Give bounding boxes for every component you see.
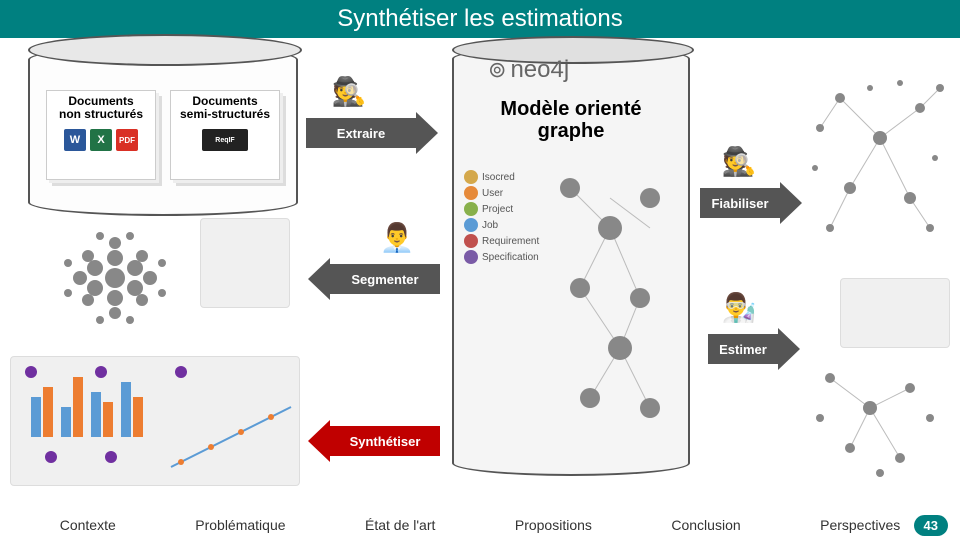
graph-viz	[540, 168, 680, 438]
diagram-canvas: Documents non structurés W X PDF Documen…	[0, 38, 960, 508]
extract-label: Extraire	[337, 126, 385, 141]
footer-nav: Contexte Problématique État de l'art Pro…	[0, 510, 960, 540]
legend-item: User	[464, 186, 539, 200]
excel-icon: X	[90, 129, 112, 151]
detective-avatar: 🕵️	[326, 68, 372, 114]
legend-item: Project	[464, 202, 539, 216]
graph-legend: Isocred User Project Job Requirement Spe…	[464, 168, 539, 266]
fiabiliser-arrow: Fiabiliser	[700, 188, 780, 218]
legend-label: Project	[482, 204, 513, 215]
legend-label: Specification	[482, 252, 539, 263]
segmenter-label: Segmenter	[351, 272, 418, 287]
scientist-avatar: 👨‍🔬	[716, 284, 762, 330]
nav-item: Perspectives	[820, 517, 900, 533]
synthesize-label: Synthétiser	[350, 434, 421, 449]
network-viz-1	[800, 68, 950, 248]
legend-item: Specification	[464, 250, 539, 264]
slide-title: Synthétiser les estimations	[337, 5, 622, 33]
semistructured-docs-box: Documents semi-structurés ReqIF	[170, 90, 280, 180]
legend-item: Requirement	[464, 234, 539, 248]
semistructured-label: Documents semi-structurés	[175, 95, 275, 121]
graph-model-title: Modèle orienté graphe	[486, 98, 656, 142]
word-icon: W	[64, 129, 86, 151]
page-number-badge: 43	[914, 515, 948, 536]
nav-item: Propositions	[515, 517, 592, 533]
unstructured-label: Documents non structurés	[51, 95, 151, 121]
legend-label: Job	[482, 220, 498, 231]
network-viz-2	[800, 358, 950, 488]
nav-item: État de l'art	[365, 517, 435, 533]
detective-avatar-2: 🕵️	[716, 138, 762, 184]
estimer-arrow: Estimer	[708, 334, 778, 364]
cluster-viz	[40, 218, 190, 338]
segmenter-arrow: Segmenter	[330, 264, 440, 294]
businessman-avatar: 👨‍💼	[374, 214, 420, 260]
dashboard-placeholder-1	[200, 218, 290, 308]
unstructured-docs-box: Documents non structurés W X PDF	[46, 90, 156, 180]
pdf-icon: PDF	[116, 129, 138, 151]
fiabiliser-label: Fiabiliser	[711, 196, 768, 211]
reqif-icon: ReqIF	[202, 129, 248, 151]
doc-icons-row: W X PDF	[51, 129, 151, 151]
nav-item: Problématique	[195, 517, 285, 533]
dashboard-placeholder-3	[840, 278, 950, 348]
synthesize-arrow: Synthétiser	[330, 426, 440, 456]
legend-item: Isocred	[464, 170, 539, 184]
nav-item: Conclusion	[671, 517, 740, 533]
header: Synthétiser les estimations	[0, 0, 960, 38]
legend-label: User	[482, 188, 503, 199]
legend-item: Job	[464, 218, 539, 232]
doc-icons-row-2: ReqIF	[175, 129, 275, 151]
neo4j-logo: neo4j	[488, 56, 569, 84]
legend-label: Requirement	[482, 236, 539, 247]
estimer-label: Estimer	[719, 342, 767, 357]
dashboard-placeholder-2	[10, 356, 300, 486]
legend-label: Isocred	[482, 172, 515, 183]
extract-arrow: Extraire	[306, 118, 416, 148]
nav-item: Contexte	[60, 517, 116, 533]
